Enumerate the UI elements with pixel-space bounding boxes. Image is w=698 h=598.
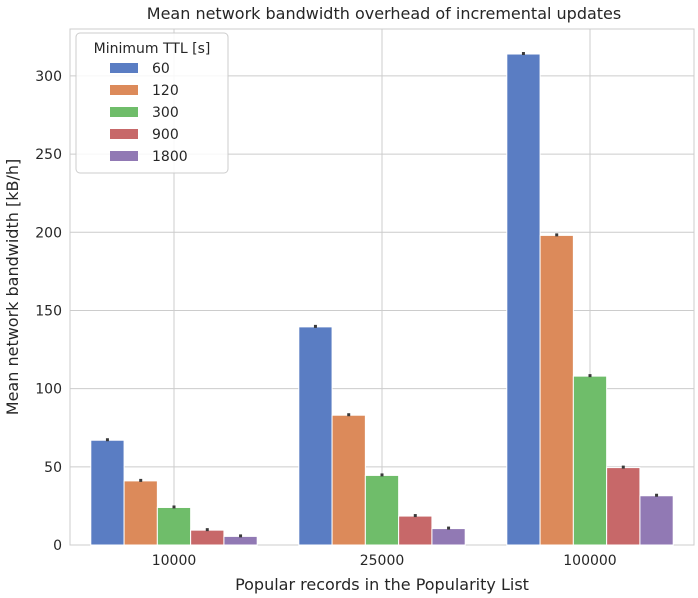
bar (331, 414, 366, 546)
x-tick-label: 25000 (360, 553, 405, 569)
legend: Minimum TTL [s] 60 120 300 900 1800 (75, 32, 229, 174)
x-axis-ticks: 10000 25000 100000 (152, 553, 617, 569)
bar (90, 439, 125, 546)
y-tick-label: 100 (35, 382, 62, 398)
bars (90, 52, 674, 546)
bar (431, 528, 466, 546)
y-axis-ticks: 0 50 100 150 200 250 300 (35, 69, 62, 554)
x-tick-label: 10000 (152, 553, 197, 569)
bar (398, 515, 433, 546)
y-tick-label: 150 (35, 303, 62, 319)
legend-entry: 120 (152, 83, 179, 99)
legend-swatch (110, 63, 138, 73)
legend-entry: 900 (152, 127, 179, 143)
bar (190, 529, 225, 546)
bar (364, 474, 400, 546)
legend-swatch (110, 85, 138, 95)
y-tick-label: 250 (35, 147, 62, 163)
legend-entry: 60 (152, 61, 170, 77)
legend-entry: 300 (152, 105, 179, 121)
legend-entry: 1800 (152, 149, 188, 165)
bar (572, 375, 608, 546)
y-tick-label: 0 (53, 538, 62, 554)
y-axis-label: Mean network bandwidth [kB/h] (3, 159, 22, 415)
legend-swatch (110, 129, 138, 139)
y-tick-label: 200 (35, 225, 62, 241)
bar (298, 326, 333, 546)
legend-swatch (110, 151, 138, 161)
legend-title: Minimum TTL [s] (94, 41, 211, 57)
chart-title: Mean network bandwidth overhead of incre… (147, 4, 621, 23)
bar (506, 53, 541, 546)
y-tick-label: 300 (35, 69, 62, 85)
x-tick-label: 100000 (563, 553, 616, 569)
legend-swatch (110, 107, 138, 117)
bar (606, 467, 641, 546)
bar (539, 234, 574, 546)
bar (639, 495, 674, 546)
y-tick-label: 50 (44, 460, 62, 476)
x-axis-label: Popular records in the Popularity List (235, 575, 529, 594)
bar (223, 535, 258, 546)
bar (156, 506, 192, 546)
bar (123, 480, 158, 546)
